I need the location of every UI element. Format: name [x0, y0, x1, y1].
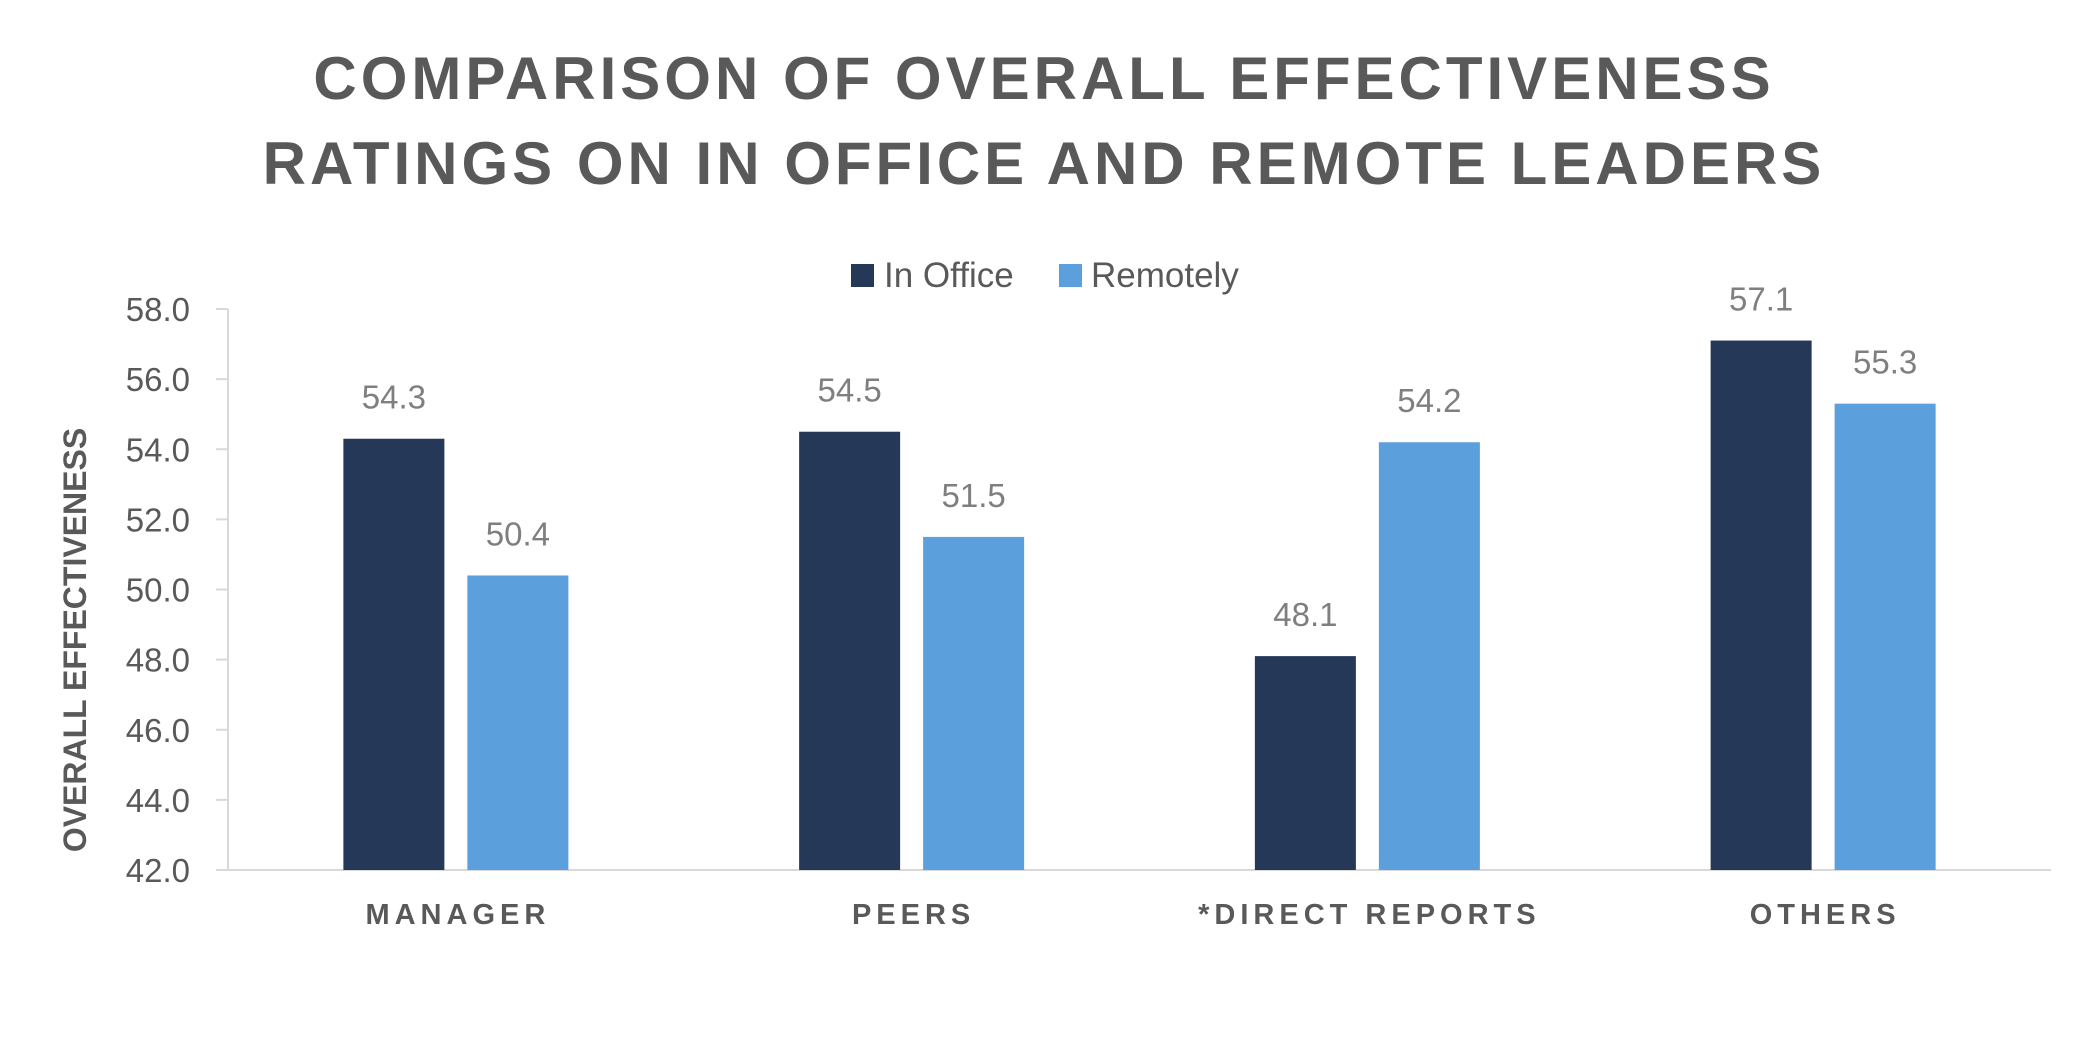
- y-tick-label: 42.0: [126, 852, 190, 889]
- y-tick-label: 50.0: [126, 572, 190, 609]
- legend-label-in-office: In Office: [884, 256, 1014, 295]
- y-tick-label: 58.0: [126, 291, 190, 328]
- bars: 54.3 50.4 54.5 51.5 48.1 54.2 57.1 55.3: [343, 281, 1936, 870]
- bar-remotely: [467, 575, 569, 870]
- legend-swatch-remotely: [1059, 264, 1082, 287]
- bar-remotely: [1834, 403, 1936, 870]
- y-tick-label: 52.0: [126, 501, 190, 538]
- axes: 42.0 44.0 46.0 48.0 50.0 52.0 54.0 56.0 58.0 MANA…: [126, 291, 2051, 931]
- legend: In Office Remotely: [851, 256, 1239, 295]
- y-tick-label: 56.0: [126, 361, 190, 398]
- x-tick-label: PEERS: [852, 899, 975, 931]
- y-axis-label: OVERALL EFFECTIVENESS: [57, 428, 93, 852]
- y-tick-label: 48.0: [126, 642, 190, 679]
- chart-title-line-2: RATINGS ON IN OFFICE AND REMOTE LEADERS: [263, 130, 1826, 197]
- x-tick-label: *DIRECT REPORTS: [1198, 899, 1540, 931]
- legend-label-remotely: Remotely: [1091, 256, 1239, 295]
- bar-in-office: [343, 438, 445, 870]
- y-tick-label: 46.0: [126, 712, 190, 749]
- legend-swatch-in-office: [851, 264, 874, 287]
- data-label: 51.5: [942, 477, 1006, 514]
- chart-title-line-1: COMPARISON OF OVERALL EFFECTIVENESS: [313, 45, 1774, 112]
- bar-in-office: [1710, 340, 1812, 870]
- y-tick-label: 44.0: [126, 782, 190, 819]
- data-label: 54.3: [362, 379, 426, 416]
- data-label: 57.1: [1729, 281, 1793, 318]
- bar-remotely: [923, 536, 1025, 870]
- data-label: 50.4: [486, 515, 550, 552]
- x-tick-label: MANAGER: [365, 899, 550, 931]
- bar-in-office: [799, 431, 901, 870]
- data-label: 54.2: [1397, 382, 1461, 419]
- bar-in-office: [1254, 656, 1356, 870]
- y-tick-label: 54.0: [126, 431, 190, 468]
- data-label: 48.1: [1273, 596, 1337, 633]
- bar-remotely: [1378, 442, 1480, 870]
- data-label: 54.5: [818, 372, 882, 409]
- x-tick-label: OTHERS: [1750, 899, 1901, 931]
- data-label: 55.3: [1853, 344, 1917, 381]
